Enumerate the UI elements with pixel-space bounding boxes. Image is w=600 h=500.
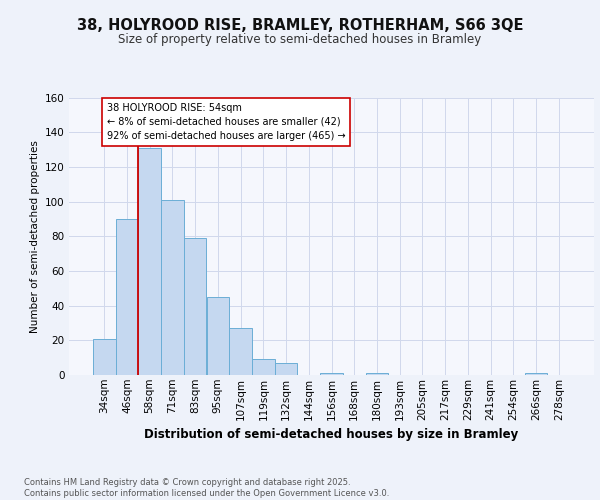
Text: 38 HOLYROOD RISE: 54sqm
← 8% of semi-detached houses are smaller (42)
92% of sem: 38 HOLYROOD RISE: 54sqm ← 8% of semi-det… <box>107 102 346 141</box>
Bar <box>524 374 547 375</box>
Bar <box>184 238 206 375</box>
Bar <box>161 200 184 375</box>
Bar <box>116 219 139 375</box>
Y-axis label: Number of semi-detached properties: Number of semi-detached properties <box>29 140 40 332</box>
Bar <box>252 360 275 375</box>
Bar <box>139 148 161 375</box>
X-axis label: Distribution of semi-detached houses by size in Bramley: Distribution of semi-detached houses by … <box>145 428 518 441</box>
Bar <box>320 374 343 375</box>
Bar <box>365 374 388 375</box>
Bar <box>229 328 252 375</box>
Text: 38, HOLYROOD RISE, BRAMLEY, ROTHERHAM, S66 3QE: 38, HOLYROOD RISE, BRAMLEY, ROTHERHAM, S… <box>77 18 523 32</box>
Bar <box>93 338 116 375</box>
Text: Contains HM Land Registry data © Crown copyright and database right 2025.
Contai: Contains HM Land Registry data © Crown c… <box>24 478 389 498</box>
Bar <box>275 363 298 375</box>
Text: Size of property relative to semi-detached houses in Bramley: Size of property relative to semi-detach… <box>118 32 482 46</box>
Bar <box>206 297 229 375</box>
